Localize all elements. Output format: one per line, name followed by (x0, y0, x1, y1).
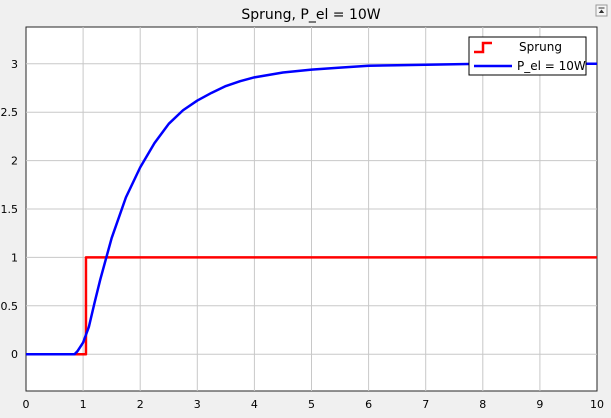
x-tick-label: 10 (590, 398, 604, 411)
x-tick-label: 6 (365, 398, 372, 411)
y-tick-label: 1 (11, 251, 18, 264)
legend-label-sprung: Sprung (519, 40, 562, 54)
y-tick-label: 0.5 (1, 300, 19, 313)
series-line-pel (26, 62, 597, 356)
y-tick-label: 1.5 (1, 203, 19, 216)
x-tick-label: 5 (308, 398, 315, 411)
x-tick-label: 1 (80, 398, 87, 411)
y-tick-label: 2 (11, 155, 18, 168)
undock-icon (598, 7, 605, 13)
y-tick-label: 2.5 (1, 106, 19, 119)
y-tick-label: 0 (11, 348, 18, 361)
x-tick-label: 8 (479, 398, 486, 411)
x-tick-label: 2 (137, 398, 144, 411)
chart-title: Sprung, P_el = 10W (241, 7, 380, 23)
legend-swatch-sprung (474, 41, 492, 54)
x-tick-label: 4 (251, 398, 258, 411)
tick-labels: 0 1 2 3 4 5 6 7 8 9 10 0 0.5 1 1.5 2 2.5 3 (1, 58, 605, 411)
legend: Sprung P_el = 10W (468, 36, 587, 76)
legend-label-pel: P_el = 10W (517, 59, 586, 73)
x-tick-label: 0 (23, 398, 30, 411)
undock-button[interactable] (595, 4, 608, 17)
y-tick-label: 3 (11, 58, 18, 71)
series-group (26, 62, 597, 356)
x-tick-label: 3 (194, 398, 201, 411)
x-tick-label: 7 (422, 398, 429, 411)
x-tick-label: 9 (536, 398, 543, 411)
